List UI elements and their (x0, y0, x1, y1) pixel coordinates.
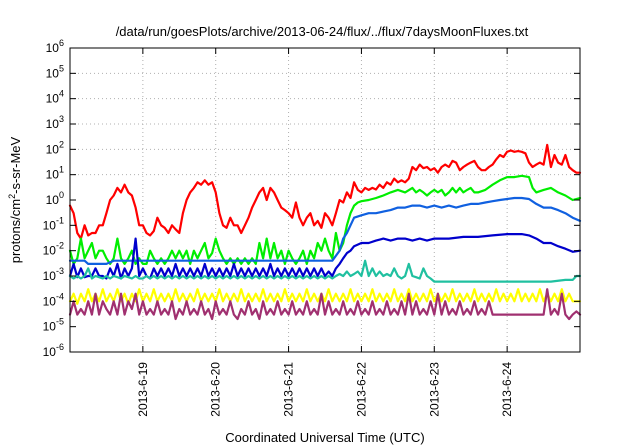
chart-title: /data/run/goesPlots/archive/2013-06-24/f… (116, 24, 529, 39)
x-tick-label: 2013-6-23 (427, 362, 441, 417)
y-tick-label-base: 10 (43, 345, 57, 359)
y-tick-label: 10-3 (43, 266, 64, 283)
x-axis-label: Coordinated Universal Time (UTC) (225, 430, 424, 445)
y-tick-label: 102 (46, 139, 64, 156)
x-axis: 2013-6-19 2013-6-20 2013-6-21 2013-6-22 2013… (136, 48, 514, 417)
y-tick-label-base: 10 (46, 117, 60, 131)
y-axis: 10-610-510-410-310-210-11001011021031041… (43, 38, 580, 359)
x-tick-label: 2013-6-19 (136, 362, 150, 417)
y-tick-label-exponent: -6 (56, 342, 64, 352)
y-tick-label-exponent: -5 (56, 317, 64, 327)
y-axis-label-base: protons/cm (8, 199, 23, 263)
y-tick-label-exponent: 6 (59, 38, 64, 48)
y-tick-label: 100 (46, 190, 64, 207)
y-tick-label-base: 10 (43, 218, 57, 232)
y-tick-label: 105 (46, 63, 64, 80)
y-tick-label-base: 10 (43, 244, 57, 258)
y-tick-label: 103 (46, 114, 64, 131)
series-lines (68, 143, 582, 321)
y-tick-label-base: 10 (46, 142, 60, 156)
series-line-4 (68, 233, 582, 280)
y-tick-label-base: 10 (46, 92, 60, 106)
x-tick-label: 2013-6-24 (500, 362, 514, 417)
y-tick-label-exponent: 5 (59, 63, 64, 73)
y-tick-label: 10-1 (43, 215, 64, 232)
series-line-3 (68, 196, 582, 265)
y-tick-label: 10-2 (43, 241, 64, 258)
y-tick-label-base: 10 (46, 168, 60, 182)
y-tick-label: 10-6 (43, 342, 64, 359)
y-tick-label-base: 10 (43, 294, 57, 308)
series-line-7 (68, 288, 582, 321)
series-line-6 (68, 288, 582, 305)
y-tick-label-exponent: 1 (59, 165, 64, 175)
y-tick-label-base: 10 (46, 193, 60, 207)
y-tick-label-exponent: -2 (56, 241, 64, 251)
series-line-5 (68, 259, 582, 283)
y-tick-label-exponent: -4 (56, 291, 64, 301)
y-tick-label-exponent: -1 (56, 215, 64, 225)
x-tick-label: 2013-6-22 (354, 362, 368, 417)
y-tick-label-exponent: 0 (59, 190, 64, 200)
y-tick-label-base: 10 (43, 269, 57, 283)
x-tick-label: 2013-6-21 (282, 362, 296, 417)
series-line-1 (68, 143, 582, 240)
grid-lines (70, 48, 580, 352)
y-tick-label: 106 (46, 38, 64, 55)
y-tick-label-exponent: 2 (59, 139, 64, 149)
x-tick-label: 2013-6-20 (209, 362, 223, 417)
y-tick-label: 101 (46, 165, 64, 182)
y-tick-label: 10-4 (43, 291, 64, 308)
y-tick-label: 10-5 (43, 317, 64, 334)
y-tick-label-base: 10 (46, 41, 60, 55)
y-tick-label-base: 10 (46, 66, 60, 80)
y-tick-label-exponent: -3 (56, 266, 64, 276)
y-axis-label: protons/cm2-s-sr-MeV (7, 136, 23, 263)
y-tick-label-exponent: 4 (59, 89, 64, 99)
series-line-2 (68, 174, 582, 265)
y-tick-label-base: 10 (43, 320, 57, 334)
y-tick-label-exponent: 3 (59, 114, 64, 124)
y-axis-label-rest: -s-sr-MeV (8, 136, 23, 193)
y-tick-label: 104 (46, 89, 64, 106)
y-axis-label-sup: 2 (7, 194, 17, 199)
